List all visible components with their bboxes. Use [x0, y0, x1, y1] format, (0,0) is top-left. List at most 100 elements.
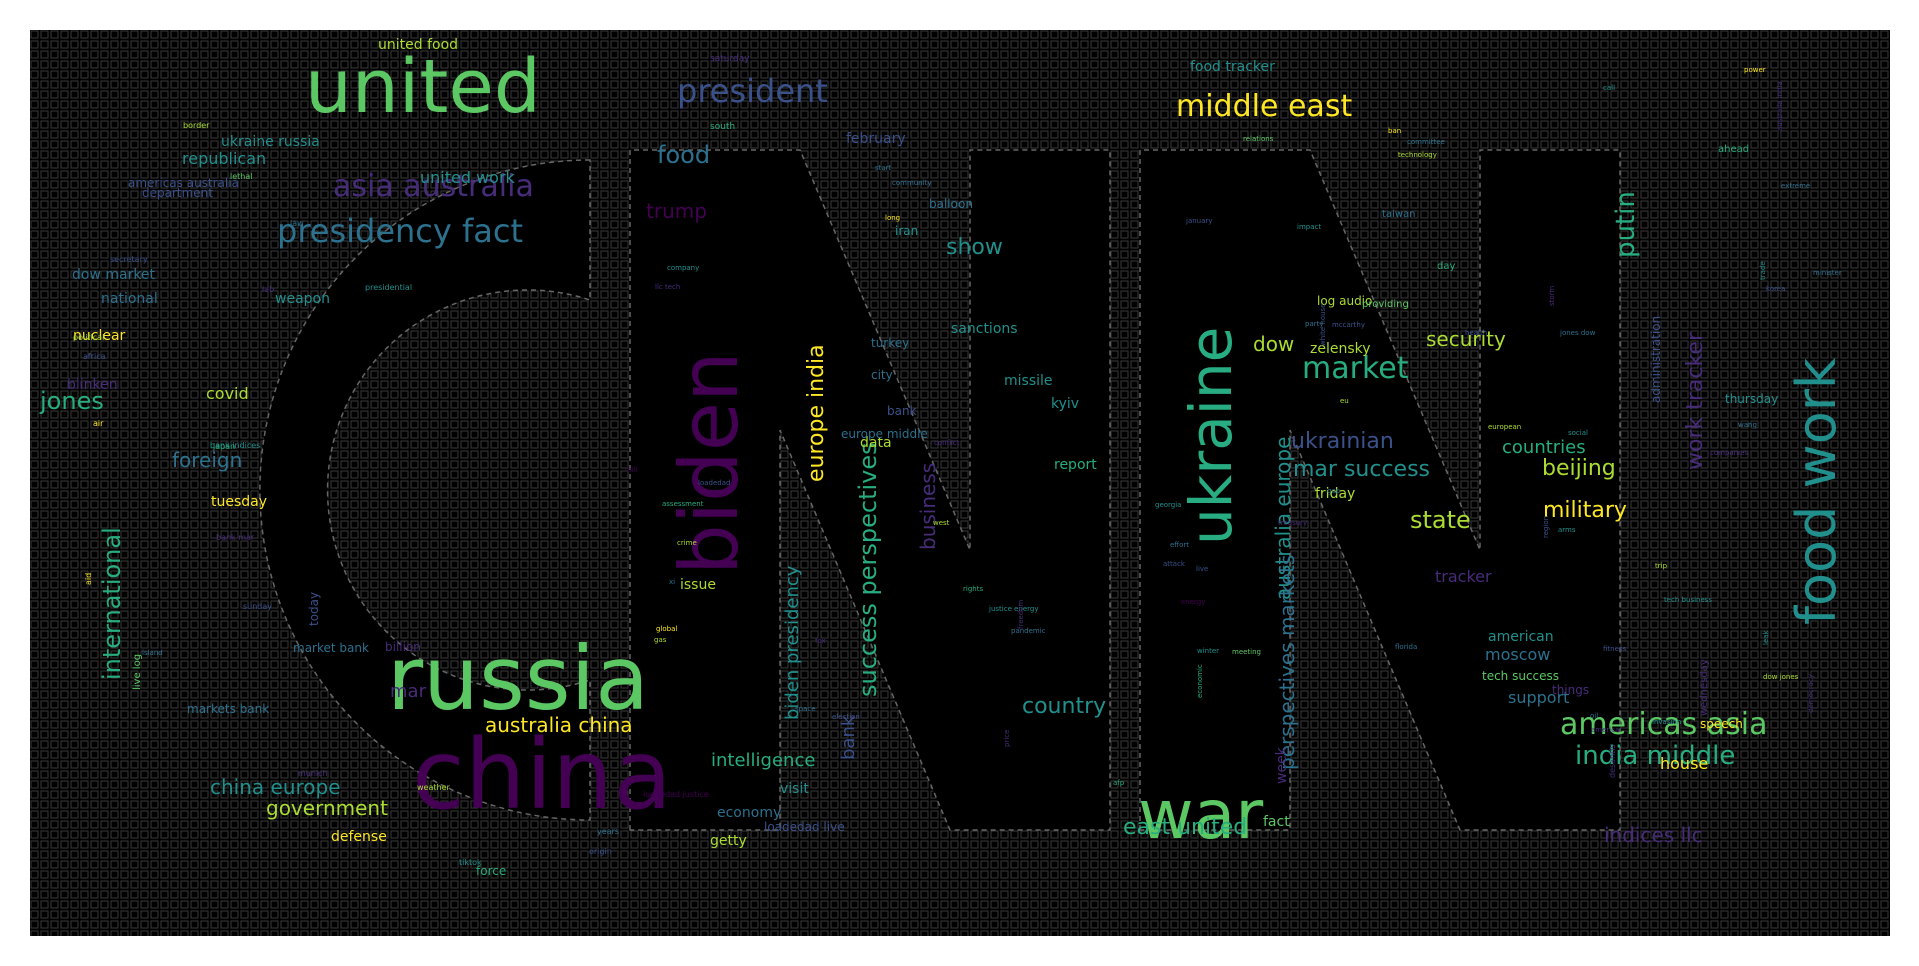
word-loadedad: loadedad — [698, 479, 731, 487]
word-committee: committee — [1407, 138, 1445, 146]
word-state: state — [1410, 506, 1471, 534]
word-february: february — [846, 131, 906, 147]
word-foreign: foreign — [172, 448, 243, 472]
word-americas-asia: americas asia — [1560, 707, 1768, 742]
word-ukrainian: ukrainian — [1291, 429, 1394, 454]
word-iran: iran — [895, 224, 919, 238]
word-live-log: live log — [132, 653, 143, 690]
word-power: power — [1744, 66, 1766, 74]
word-food-work: food work — [1785, 357, 1848, 625]
word-conflict: conflict — [934, 439, 960, 447]
word-show: show — [946, 235, 1003, 260]
word-sunday: sunday — [243, 602, 273, 611]
word-pandemic: pandemic — [1011, 627, 1046, 635]
word-bank: bank — [838, 715, 859, 760]
word-force: force — [476, 864, 507, 878]
word-january: january — [1186, 217, 1213, 225]
word-united: united — [305, 44, 541, 130]
word-america: america — [1591, 726, 1620, 734]
word-issue: issue — [680, 577, 716, 593]
word-day: day — [1437, 261, 1456, 272]
word-european: european — [1488, 423, 1522, 431]
word-food-tracker: food tracker — [1190, 59, 1275, 75]
word-report: report — [1054, 457, 1097, 473]
word-visit: visit — [780, 781, 809, 797]
word-invasion: invasion — [1652, 718, 1682, 726]
word-storm: storm — [1548, 285, 1556, 306]
word-start: start — [875, 164, 892, 172]
word-freedom: freedom — [1017, 599, 1025, 629]
word-ahead: ahead — [1718, 144, 1750, 155]
word-week: week — [1274, 747, 1290, 784]
word-border: border — [183, 121, 210, 130]
word-countries: countries — [1502, 437, 1586, 458]
word-dow-market: dow market — [72, 267, 156, 283]
word-presidential: presidential — [365, 283, 413, 292]
word-crime: crime — [677, 539, 697, 547]
word-years: years — [597, 827, 620, 836]
word-tech-success: tech success — [1482, 669, 1560, 683]
word-llc-tech: llc tech — [655, 283, 681, 291]
word-taiwan: taiwan — [1382, 209, 1416, 220]
word-korea: korea — [1766, 285, 1786, 293]
word-markets-bank: markets bank — [187, 702, 270, 716]
word-national: national — [101, 291, 158, 307]
word-leak: leak — [1762, 630, 1770, 645]
word-oil: oil — [1590, 712, 1599, 720]
word-political: political — [73, 333, 105, 342]
word-energy: energy — [1181, 598, 1206, 606]
word-nuclear: nuclear — [73, 328, 126, 344]
word-perspectives-markets: perspectives markets — [1275, 554, 1299, 770]
word-republican: republican — [182, 149, 267, 168]
word-origin: origin — [589, 847, 612, 856]
word-economic: economic — [1196, 664, 1204, 698]
word-economy: economy — [717, 805, 782, 821]
word-data: data — [860, 435, 892, 451]
word-security: security — [1426, 327, 1506, 351]
word-government: government — [266, 796, 388, 820]
word-loadedad-justice: loadedad justice — [643, 790, 709, 799]
word-cloud-words: united russia china ukraine biden war food wor… — [30, 30, 1890, 936]
word-community: community — [892, 179, 932, 187]
word-military: military — [1543, 498, 1627, 523]
word-meeting: meeting — [1232, 648, 1262, 656]
word-relations: relations — [1243, 135, 1274, 143]
word-tuesday: tuesday — [211, 494, 268, 510]
word-kyiv: kyiv — [1051, 396, 1080, 412]
word-fact: fact — [1263, 814, 1290, 830]
word-market: market — [1302, 351, 1409, 386]
word-florida: florida — [1395, 643, 1418, 651]
word-trade: trade — [1759, 261, 1767, 280]
word-getty: getty — [710, 833, 747, 849]
word-global: global — [656, 625, 678, 633]
word-bank-mar: bank mar — [216, 533, 255, 542]
word-air: air — [93, 419, 104, 428]
word-europe-middle: europe middle — [841, 427, 928, 441]
word-companies: companies — [1710, 449, 1749, 457]
word-intelligence: intelligence — [711, 750, 816, 771]
word-tracker: tracker — [1435, 567, 1492, 586]
word-africa: africa — [83, 352, 106, 361]
word-covid: covid — [206, 384, 249, 403]
word-balloon: balloon — [929, 197, 973, 211]
word-weather: weather — [417, 783, 450, 792]
word-space: space — [795, 705, 816, 713]
word-bank: bank — [887, 404, 917, 418]
word-business: business — [916, 462, 940, 550]
word-support: support — [1508, 688, 1570, 707]
word-speech: speech — [1700, 717, 1743, 731]
word-island: island — [142, 649, 163, 657]
word-fitness: fitness — [1603, 645, 1627, 653]
word-bill: bill — [627, 466, 638, 474]
word-china-europe: china europe — [210, 775, 341, 799]
word-technology: technology — [1398, 151, 1437, 159]
word-friday: friday — [1315, 486, 1356, 502]
word-company: company — [667, 264, 700, 272]
word-international: international — [98, 527, 126, 680]
word-jones-dow: jones dow — [1560, 329, 1596, 337]
word-beijing: beijing — [1542, 456, 1616, 481]
word-india-middle: india middle — [1575, 741, 1736, 771]
word-zelensky: zelensky — [1310, 341, 1371, 357]
word-election: election — [832, 713, 860, 721]
word-loadedad-live: loadedad live — [764, 820, 845, 834]
